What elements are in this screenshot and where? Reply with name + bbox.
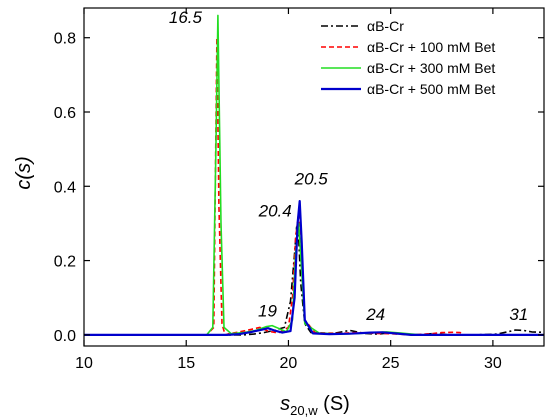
legend-label: αB-Cr + 500 mM Bet: [367, 81, 495, 97]
y-axis-label: c(s): [13, 156, 35, 189]
y-tick-label: 0.8: [54, 31, 76, 48]
annotation-layer: 16.5 20.520.4 19 24 31: [169, 8, 528, 324]
y-tick-label: 0.4: [54, 179, 76, 196]
y-tick-label: 0.0: [54, 328, 76, 345]
legend-label: αB-Cr: [367, 18, 404, 34]
legend: αB-Cr αB-Cr + 100 mM Bet αB-Cr + 300 mM Be…: [321, 18, 495, 97]
tick-layer: 10 15 20 25 30 0.0 0.2 0.4 0.6 0.8: [54, 8, 544, 372]
x-tick-label: 25: [382, 355, 400, 372]
legend-label: αB-Cr + 100 mM Bet: [367, 39, 495, 55]
series-layer: [84, 14, 545, 336]
series-line-4: [84, 200, 544, 336]
x-tick-label: 30: [484, 355, 502, 372]
y-tick-label: 0.6: [54, 105, 76, 122]
legend-label: αB-Cr + 300 mM Bet: [367, 60, 495, 76]
y-tick-label: 0.2: [54, 254, 76, 271]
plot-frame: [83, 7, 545, 347]
peak-annotation: 20.5: [294, 169, 329, 188]
x-tick-label: 15: [177, 355, 195, 372]
peak-annotation: 20.4: [258, 201, 292, 220]
peak-annotation: 19: [258, 301, 277, 320]
series-line-1: [84, 226, 545, 336]
x-tick-label: 10: [75, 355, 93, 372]
peak-annotation: 31: [509, 305, 528, 324]
x-tick-label: 20: [280, 355, 298, 372]
series-line-2: [84, 36, 465, 336]
peak-annotation: 16.5: [169, 8, 203, 27]
peak-annotation: 24: [365, 305, 385, 324]
x-axis-label: s20,w (S): [280, 393, 350, 418]
